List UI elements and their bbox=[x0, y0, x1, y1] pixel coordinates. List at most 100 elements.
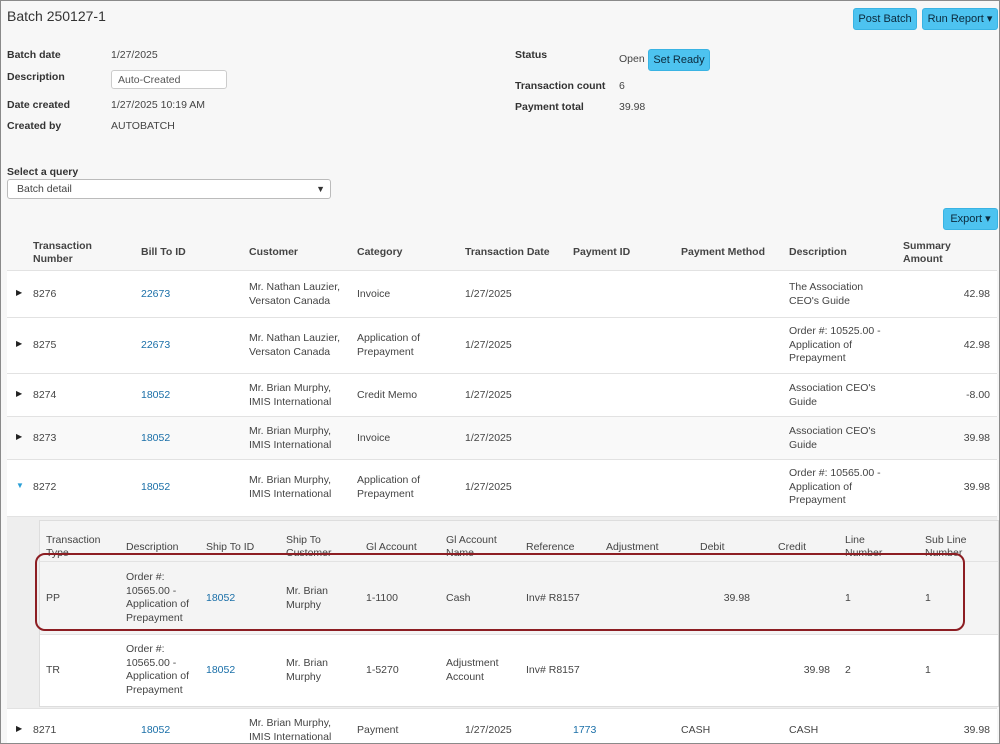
status-label: Status bbox=[515, 49, 548, 61]
expand-icon[interactable]: ▶ bbox=[16, 389, 23, 398]
batch-date-label: Batch date bbox=[7, 49, 61, 61]
detail-header-ship-to[interactable]: Ship To ID bbox=[206, 541, 255, 553]
run-report-button[interactable]: Run Report ▾ bbox=[922, 8, 998, 30]
status-value: Open bbox=[619, 53, 645, 65]
category: Payment bbox=[357, 724, 399, 736]
summary-amount: 39.98 bbox=[963, 481, 990, 493]
detail-header-adjustment[interactable]: Adjustment bbox=[606, 541, 659, 553]
expand-icon[interactable]: ▶ bbox=[16, 724, 23, 733]
ship-to-link[interactable]: 18052 bbox=[206, 664, 236, 676]
transaction-number: 8275 bbox=[33, 339, 57, 351]
highlight-box bbox=[35, 553, 965, 631]
transaction-number: 8273 bbox=[33, 432, 57, 444]
bill-to-link[interactable]: 18052 bbox=[141, 481, 171, 493]
detail-table: Transaction Type Description Ship To ID … bbox=[39, 520, 999, 707]
category: Credit Memo bbox=[357, 389, 418, 401]
chevron-down-icon: ▼ bbox=[316, 184, 325, 194]
transaction-number: 8274 bbox=[33, 389, 57, 401]
sub-line-number: 1 bbox=[925, 664, 931, 676]
col-header-category[interactable]: Category bbox=[357, 246, 403, 258]
set-ready-button[interactable]: Set Ready bbox=[648, 49, 710, 71]
expand-icon[interactable]: ▶ bbox=[16, 339, 23, 348]
category: Application of Prepayment bbox=[357, 332, 421, 358]
category: Invoice bbox=[357, 288, 391, 300]
expand-icon[interactable]: ▶ bbox=[16, 432, 23, 441]
payment-id-link[interactable]: 1773 bbox=[573, 724, 597, 736]
date-created-label: Date created bbox=[7, 99, 71, 111]
customer-name: Mr. Brian Murphy, IMIS International bbox=[249, 382, 332, 408]
transaction-date: 1/27/2025 bbox=[465, 339, 512, 351]
batch-date-value: 1/27/2025 bbox=[111, 49, 158, 61]
line-number: 1 bbox=[845, 592, 851, 604]
ship-to-customer: Mr. Brian Murphy bbox=[286, 585, 329, 611]
transaction-count-label: Transaction count bbox=[515, 80, 606, 92]
transaction-date: 1/27/2025 bbox=[465, 481, 512, 493]
bill-to-link[interactable]: 22673 bbox=[141, 288, 171, 300]
customer-name: Mr. Brian Murphy, IMIS International bbox=[249, 717, 332, 743]
summary-amount: 42.98 bbox=[963, 288, 990, 300]
detail-header-reference[interactable]: Reference bbox=[526, 541, 575, 553]
ship-to-customer: Mr. Brian Murphy bbox=[286, 657, 329, 683]
gl-account: 1-5270 bbox=[366, 664, 399, 676]
col-header-description[interactable]: Description bbox=[789, 246, 847, 258]
col-header-date[interactable]: Transaction Date bbox=[465, 246, 550, 258]
detail-header-credit[interactable]: Credit bbox=[778, 541, 807, 553]
page-title: Batch 250127-1 bbox=[7, 8, 106, 24]
bill-to-link[interactable]: 22673 bbox=[141, 339, 171, 351]
row-description: Order #: 10525.00 - Application of Prepa… bbox=[789, 325, 881, 364]
summary-amount: 39.98 bbox=[963, 432, 990, 444]
row-description: CASH bbox=[789, 724, 819, 736]
customer-name: Mr. Brian Murphy, IMIS International bbox=[249, 474, 332, 500]
transaction-date: 1/27/2025 bbox=[465, 288, 512, 300]
summary-amount: 42.98 bbox=[963, 339, 990, 351]
table-row[interactable]: ▶ 8276 22673 Mr. Nathan Lauzier, Versato… bbox=[7, 270, 997, 317]
col-header-bill-to[interactable]: Bill To ID bbox=[141, 246, 186, 258]
col-header-amount[interactable]: Summary Amount bbox=[903, 240, 951, 265]
customer-name: Mr. Nathan Lauzier, Versaton Canada bbox=[249, 281, 341, 307]
customer-name: Mr. Nathan Lauzier, Versaton Canada bbox=[249, 332, 341, 358]
transaction-date: 1/27/2025 bbox=[465, 432, 512, 444]
summary-amount: -8.00 bbox=[966, 389, 990, 401]
collapse-icon[interactable]: ▼ bbox=[16, 481, 24, 490]
query-label: Select a query bbox=[7, 166, 79, 178]
row-description: Association CEO's Guide bbox=[789, 425, 876, 451]
detail-row[interactable]: TR Order #: 10565.00 - Application of Pr… bbox=[40, 634, 998, 706]
query-select[interactable]: Batch detail ▼ bbox=[7, 179, 331, 199]
expand-icon[interactable]: ▶ bbox=[16, 288, 23, 297]
reference: Inv# R8157 bbox=[526, 664, 580, 676]
bill-to-link[interactable]: 18052 bbox=[141, 724, 171, 736]
table-row[interactable]: ▶ 8274 18052 Mr. Brian Murphy, IMIS Inte… bbox=[7, 373, 997, 416]
detail-header-description[interactable]: Description bbox=[126, 541, 179, 553]
col-header-number[interactable]: Transaction Number bbox=[33, 240, 92, 265]
detail-header-debit[interactable]: Debit bbox=[700, 541, 725, 553]
post-batch-button[interactable]: Post Batch bbox=[853, 8, 917, 30]
detail-row[interactable]: PP Order #: 10565.00 - Application of Pr… bbox=[40, 561, 998, 634]
bill-to-link[interactable]: 18052 bbox=[141, 389, 171, 401]
credit: 39.98 bbox=[803, 664, 830, 676]
customer-name: Mr. Brian Murphy, IMIS International bbox=[249, 425, 332, 451]
detail-container: Transaction Type Description Ship To ID … bbox=[7, 516, 999, 708]
col-header-payment-method[interactable]: Payment Method bbox=[681, 246, 766, 258]
bill-to-link[interactable]: 18052 bbox=[141, 432, 171, 444]
gl-account: 1-1100 bbox=[366, 592, 398, 604]
line-number: 2 bbox=[845, 664, 851, 676]
transaction-number: 8272 bbox=[33, 481, 57, 493]
export-button[interactable]: Export ▾ bbox=[943, 208, 998, 230]
table-row[interactable]: ▶ 8271 18052 Mr. Brian Murphy, IMIS Inte… bbox=[7, 708, 997, 743]
table-row-expanded[interactable]: ▼ 8272 18052 Mr. Brian Murphy, IMIS Inte… bbox=[7, 459, 997, 516]
col-header-payment-id[interactable]: Payment ID bbox=[573, 246, 631, 258]
col-header-customer[interactable]: Customer bbox=[249, 246, 299, 258]
table-row[interactable]: ▶ 8273 18052 Mr. Brian Murphy, IMIS Inte… bbox=[7, 416, 997, 459]
table-row[interactable]: ▶ 8275 22673 Mr. Nathan Lauzier, Versato… bbox=[7, 317, 997, 373]
category: Application of Prepayment bbox=[357, 474, 421, 500]
detail-description: Order #: 10565.00 - Application of Prepa… bbox=[126, 643, 190, 696]
description-field[interactable]: Auto-Created bbox=[111, 70, 227, 89]
ship-to-link[interactable]: 18052 bbox=[206, 592, 236, 604]
gl-account-name: Adjustment Account bbox=[446, 657, 499, 683]
transaction-count-value: 6 bbox=[619, 80, 625, 92]
row-description: Association CEO's Guide bbox=[789, 382, 876, 408]
transaction-date: 1/27/2025 bbox=[465, 724, 512, 736]
row-description: Order #: 10565.00 - Application of Prepa… bbox=[789, 467, 881, 506]
detail-header-gl-account[interactable]: Gl Account bbox=[366, 541, 417, 553]
